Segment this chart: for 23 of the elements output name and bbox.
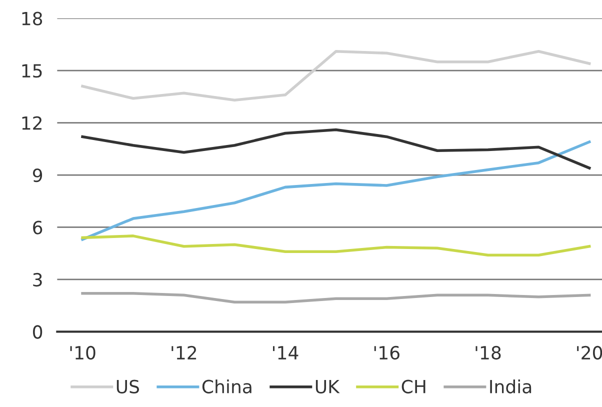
y-tick-label: 0 xyxy=(33,325,42,339)
y-tick-label: 9 xyxy=(32,168,42,182)
line-series xyxy=(81,128,591,170)
x-tick-label: '12 xyxy=(172,346,196,360)
x-tick-label: '20 xyxy=(577,346,602,360)
line-series xyxy=(81,292,591,304)
y-tick-label: 15 xyxy=(22,64,42,78)
y-tick-label: 18 xyxy=(22,12,42,26)
x-tick-label: '14 xyxy=(273,346,298,360)
legend-label: US xyxy=(116,380,140,394)
line-series xyxy=(81,140,591,241)
line-series xyxy=(81,50,591,102)
legend-label: China xyxy=(202,379,252,394)
y-tick-label: 12 xyxy=(22,116,42,130)
x-tick-label: '10 xyxy=(70,346,96,360)
line-series xyxy=(81,234,591,256)
x-tick-label: '16 xyxy=(374,346,400,360)
y-tick-label: 6 xyxy=(33,220,42,234)
y-tick-label: 3 xyxy=(33,272,42,287)
legend-label: CH xyxy=(402,380,426,394)
x-tick-label: '18 xyxy=(476,346,501,360)
legend-label: India xyxy=(490,379,532,394)
legend-label: UK xyxy=(316,380,340,394)
